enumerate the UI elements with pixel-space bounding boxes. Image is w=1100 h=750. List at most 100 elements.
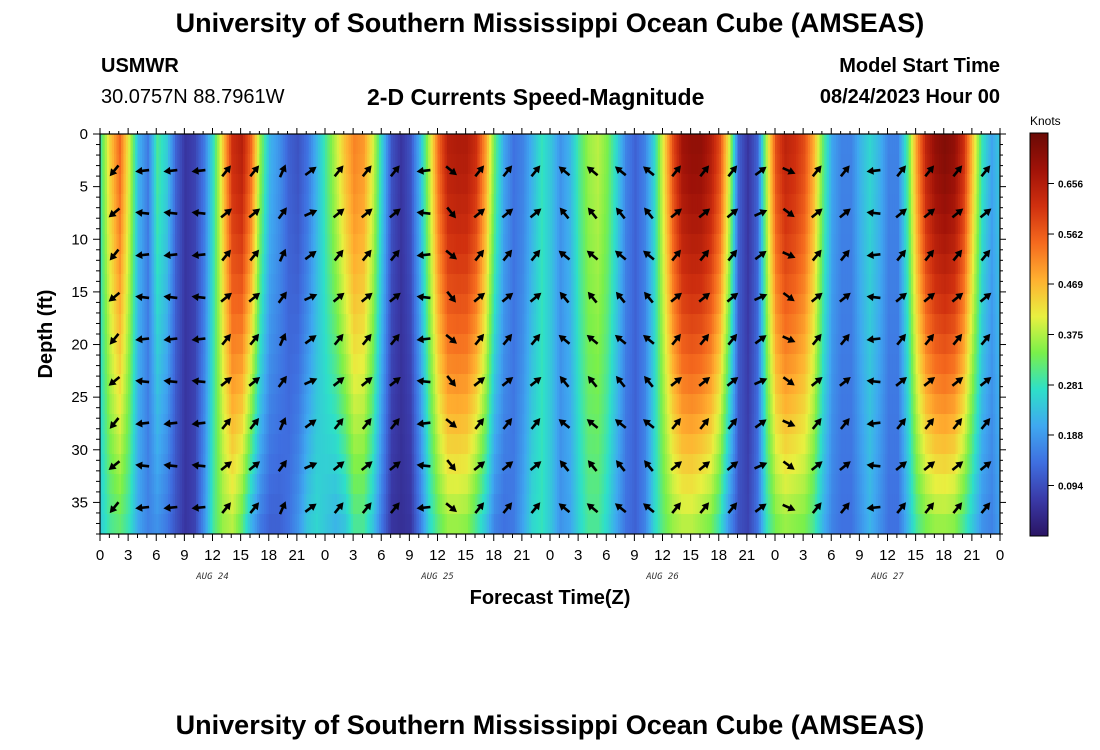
heatmap-cell <box>421 354 425 375</box>
heatmap-cell <box>144 334 148 355</box>
heatmap-cell <box>146 194 150 215</box>
heatmap-cell <box>641 214 645 235</box>
heatmap-cell <box>250 194 253 215</box>
heatmap-cell <box>100 334 103 355</box>
heatmap-cell <box>517 314 521 335</box>
heatmap-cell <box>613 494 617 515</box>
heatmap-cell <box>425 174 429 195</box>
heatmap-cell <box>421 314 425 335</box>
heatmap-cell <box>442 434 446 455</box>
heatmap-cell <box>599 494 603 515</box>
heatmap-cell <box>102 234 106 255</box>
heatmap-cell <box>430 214 434 235</box>
heatmap-cell <box>315 194 319 215</box>
heatmap-cell <box>648 434 652 455</box>
heatmap-cell <box>242 294 246 315</box>
heatmap-cell <box>315 414 319 435</box>
heatmap-cell <box>620 254 624 275</box>
heatmap-cell <box>299 474 303 495</box>
heatmap-cell <box>196 274 200 295</box>
heatmap-cell <box>414 514 417 534</box>
heatmap-cell <box>128 194 132 215</box>
heatmap-cell <box>390 214 394 235</box>
heatmap-cell <box>566 434 570 455</box>
heatmap-cell <box>599 374 603 395</box>
heatmap-cell <box>540 494 544 515</box>
heatmap-cell <box>470 414 474 435</box>
heatmap-cell <box>163 214 167 235</box>
heatmap-cell <box>100 254 103 275</box>
heatmap-cell <box>362 474 366 495</box>
heatmap-cell <box>226 374 230 395</box>
heatmap-cell <box>235 474 239 495</box>
heatmap-cell <box>669 214 673 235</box>
heatmap-cell <box>327 414 331 435</box>
heatmap-cell <box>507 174 511 195</box>
heatmap-cell <box>341 314 345 335</box>
heatmap-cell <box>514 194 518 215</box>
heatmap-cell <box>615 314 619 335</box>
heatmap-cell <box>568 454 572 475</box>
heatmap-cell <box>151 414 155 435</box>
heatmap-cell <box>439 234 443 255</box>
heatmap-cell <box>493 394 497 415</box>
heatmap-cell <box>240 314 244 335</box>
heatmap-cell <box>613 414 617 435</box>
heatmap-cell <box>589 274 593 295</box>
heatmap-cell <box>407 474 410 495</box>
heatmap-cell <box>219 414 223 435</box>
heatmap-cell <box>557 374 560 395</box>
heatmap-cell <box>259 254 263 275</box>
heatmap-cell <box>608 354 612 375</box>
heatmap-cell <box>132 414 136 435</box>
heatmap-cell <box>561 354 565 375</box>
heatmap-cell <box>193 354 197 375</box>
heatmap-cell <box>533 154 537 175</box>
heatmap-cell <box>317 494 321 515</box>
heatmap-cell <box>472 434 476 455</box>
heatmap-cell <box>191 394 195 415</box>
heatmap-cell <box>132 434 136 455</box>
heatmap-cell <box>671 194 675 215</box>
heatmap-cell <box>521 294 525 315</box>
heatmap-cell <box>240 134 244 155</box>
heatmap-cell <box>639 354 642 375</box>
heatmap-cell <box>130 454 134 475</box>
heatmap-cell <box>268 434 272 455</box>
heatmap-cell <box>221 314 225 335</box>
heatmap-cell <box>533 274 537 295</box>
heatmap-cell <box>503 134 507 155</box>
heatmap-cell <box>601 394 605 415</box>
heatmap-cell <box>198 254 202 275</box>
heatmap-cell <box>278 134 282 155</box>
heatmap-cell <box>517 494 521 515</box>
heatmap-cell <box>627 394 631 415</box>
heatmap-cell <box>189 414 192 435</box>
heatmap-cell <box>428 394 432 415</box>
heatmap-cell <box>250 174 253 195</box>
heatmap-cell <box>109 234 113 255</box>
heatmap-cell <box>289 194 293 215</box>
heatmap-cell <box>364 494 368 515</box>
heatmap-cell <box>116 214 120 235</box>
heatmap-cell <box>254 174 258 195</box>
heatmap-cell <box>111 254 115 275</box>
heatmap-cell <box>242 374 246 395</box>
heatmap-cell <box>116 374 120 395</box>
heatmap-cell <box>430 454 434 475</box>
heatmap-cell <box>660 174 664 195</box>
heatmap-cell <box>643 434 647 455</box>
heatmap-cell <box>632 334 635 355</box>
heatmap-cell <box>582 314 586 335</box>
heatmap-cell <box>486 354 490 375</box>
heatmap-cell <box>580 474 584 495</box>
heatmap-cell <box>303 254 307 275</box>
heatmap-cell <box>362 154 366 175</box>
heatmap-cell <box>592 134 596 155</box>
heatmap-cell <box>596 434 600 455</box>
heatmap-cell <box>186 474 190 495</box>
heatmap-cell <box>671 494 675 515</box>
heatmap-cell <box>111 194 115 215</box>
heatmap-cell <box>625 474 628 495</box>
heatmap-cell <box>484 314 488 335</box>
